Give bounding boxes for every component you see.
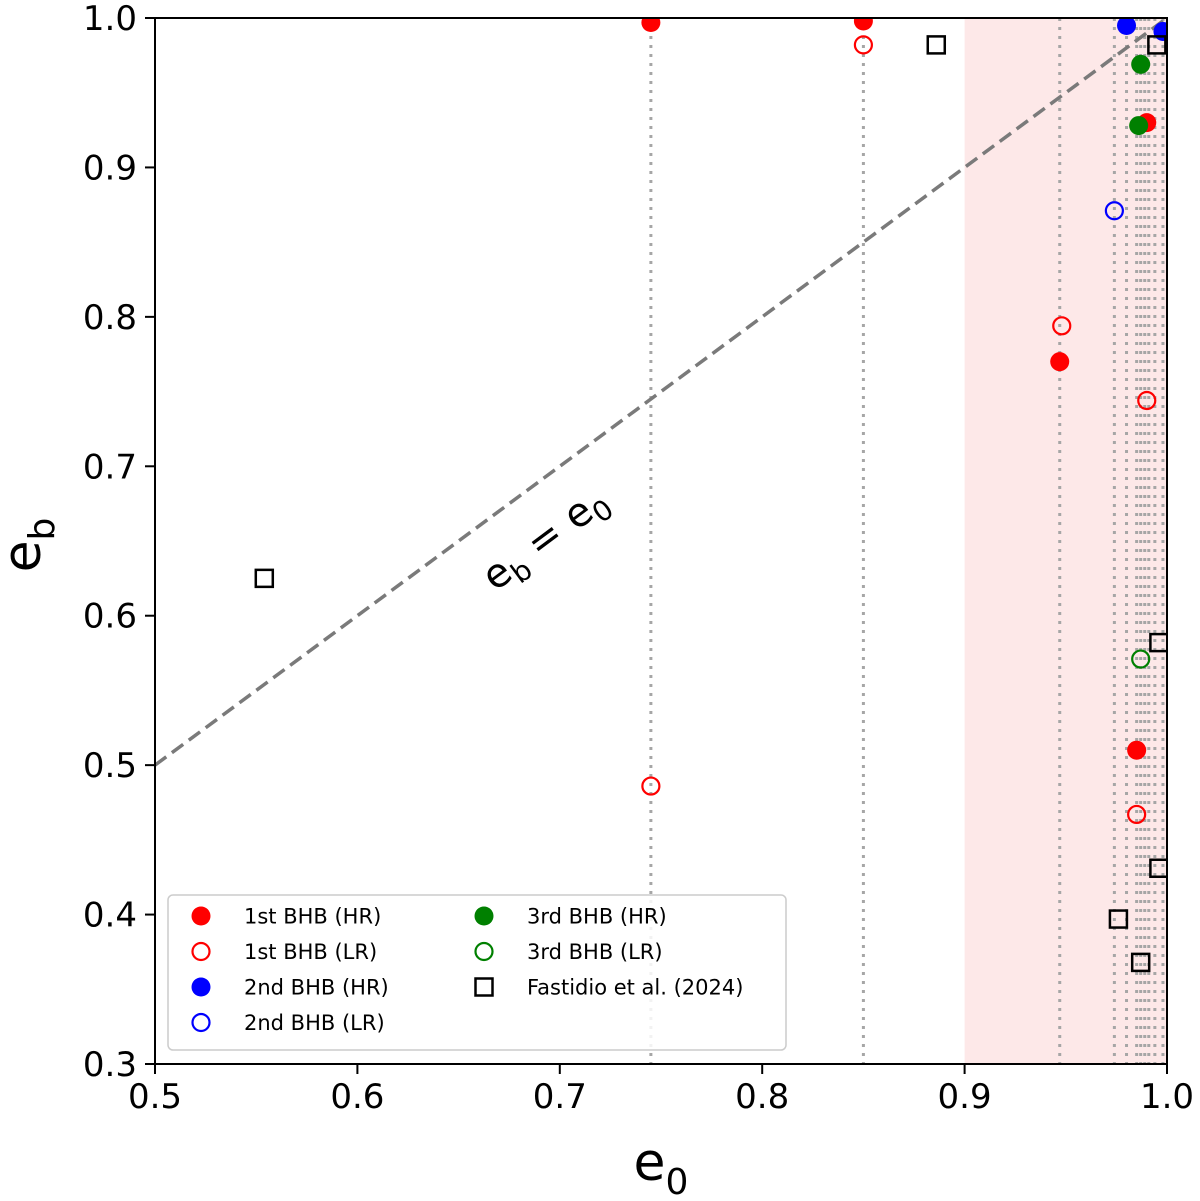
legend-marker xyxy=(191,941,211,962)
y-tick-label: 0.8 xyxy=(83,298,137,338)
data-point xyxy=(853,35,874,55)
data-point xyxy=(1050,352,1070,372)
shaded-region xyxy=(964,18,1167,1064)
data-point xyxy=(1131,54,1151,74)
legend-marker xyxy=(191,906,211,926)
y-tick-label: 0.5 xyxy=(83,746,137,786)
series-3rd-bhb-lr xyxy=(1131,649,1151,669)
data-point xyxy=(926,35,947,55)
x-tick-label: 0.6 xyxy=(330,1077,384,1117)
series-2nd-bhb-lr xyxy=(1104,201,1124,221)
y-tick-label: 0.9 xyxy=(83,148,137,188)
y-tick-label: 0.7 xyxy=(83,447,137,487)
legend-label: 2nd BHB (HR) xyxy=(244,976,389,1000)
data-point xyxy=(641,776,661,796)
data-point xyxy=(1149,632,1167,653)
legend-item-3rd-bhb-hr: 3rd BHB (HR) xyxy=(474,905,667,929)
data-point xyxy=(1129,116,1149,136)
data-point xyxy=(1130,952,1151,973)
legend-item-1st-bhb-hr: 1st BHB (HR) xyxy=(191,905,381,929)
plot-frame xyxy=(154,17,1168,1065)
y-tick-label: 0.3 xyxy=(83,1045,137,1085)
legend-marker xyxy=(474,941,494,962)
data-point xyxy=(1131,649,1151,669)
legend-label: 2nd BHB (LR) xyxy=(244,1011,385,1035)
x-axis-title-base: e xyxy=(634,1133,666,1193)
y-axis-title-sub: b xyxy=(22,518,63,541)
legend-label: 1st BHB (HR) xyxy=(244,905,381,929)
data-point xyxy=(1127,804,1147,825)
y-axis-title-base: e xyxy=(0,540,53,572)
data-point xyxy=(1108,909,1129,929)
x-tick-label: 0.5 xyxy=(128,1077,182,1117)
legend-item-3rd-bhb-lr: 3rd BHB (LR) xyxy=(474,940,663,964)
legend: 1st BHB (HR) 1st BHB (LR) 2nd BHB (HR) 2nd … xyxy=(167,894,787,1051)
series-1st-bhb-lr xyxy=(641,35,1157,825)
data-point xyxy=(254,568,275,589)
data-point xyxy=(1117,18,1137,35)
series-fastidio-et-al-2024 xyxy=(254,35,1167,973)
data-point xyxy=(1104,201,1124,221)
legend-label: 3rd BHB (HR) xyxy=(527,905,667,929)
x-axis-title: e0 xyxy=(634,1133,689,1201)
legend-label: Fastidio et al. (2024) xyxy=(527,976,743,1000)
legend-marker xyxy=(191,1012,211,1033)
legend-label: 3rd BHB (LR) xyxy=(527,940,663,964)
data-point xyxy=(1137,390,1157,411)
legend-item-1st-bhb-lr: 1st BHB (LR) xyxy=(191,940,377,964)
legend-label: 1st BHB (LR) xyxy=(244,940,377,964)
legend-marker xyxy=(191,977,211,997)
data-point xyxy=(1147,35,1167,55)
legend-marker xyxy=(474,906,494,926)
legend-box xyxy=(167,894,787,1051)
data-point xyxy=(1149,858,1167,878)
y-tick-label: 0.4 xyxy=(83,896,137,936)
x-tick-label: 0.8 xyxy=(735,1077,789,1117)
data-point xyxy=(641,18,661,32)
data-point xyxy=(1127,740,1147,760)
data-point xyxy=(1052,316,1072,336)
y-tick-label: 0.6 xyxy=(83,597,137,637)
y-axis-title: eb xyxy=(0,518,63,573)
legend-item-fastidio-et-al-2024: Fastidio et al. (2024) xyxy=(474,976,743,1000)
legend-marker xyxy=(474,977,494,997)
series-1st-bhb-hr xyxy=(641,18,1157,760)
legend-item-2nd-bhb-lr: 2nd BHB (LR) xyxy=(191,1011,385,1035)
y-tick-label: 1.0 xyxy=(83,0,137,39)
series-3rd-bhb-hr xyxy=(1129,54,1151,136)
x-tick-label: 1.0 xyxy=(1140,1077,1194,1117)
x-tick-label: 0.7 xyxy=(533,1077,587,1117)
legend-item-2nd-bhb-hr: 2nd BHB (HR) xyxy=(191,976,389,1000)
x-axis-title-sub: 0 xyxy=(666,1162,689,1201)
data-point xyxy=(853,18,873,31)
x-tick-label: 0.9 xyxy=(938,1077,992,1117)
